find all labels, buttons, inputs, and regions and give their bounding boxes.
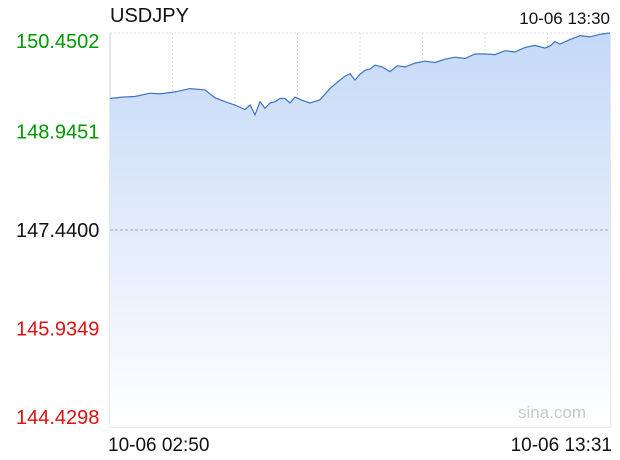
y-tick-label: 145.9349	[16, 319, 99, 341]
timestamp: 10-06 13:30	[519, 9, 610, 28]
y-tick-labels: 150.4502 148.9451 147.4400 145.9349 144.4298	[16, 31, 99, 429]
watermark: sina.com	[518, 403, 586, 422]
chart-title: USDJPY	[110, 5, 189, 27]
x-end-label: 10-06 13:31	[511, 435, 612, 456]
x-start-label: 10-06 02:50	[108, 435, 209, 456]
y-tick-label: 148.9451	[16, 122, 99, 144]
y-tick-label: 144.4298	[16, 407, 99, 429]
y-tick-label: 147.4400	[16, 220, 99, 242]
y-tick-label: 150.4502	[16, 31, 99, 53]
price-line	[109, 32, 611, 117]
